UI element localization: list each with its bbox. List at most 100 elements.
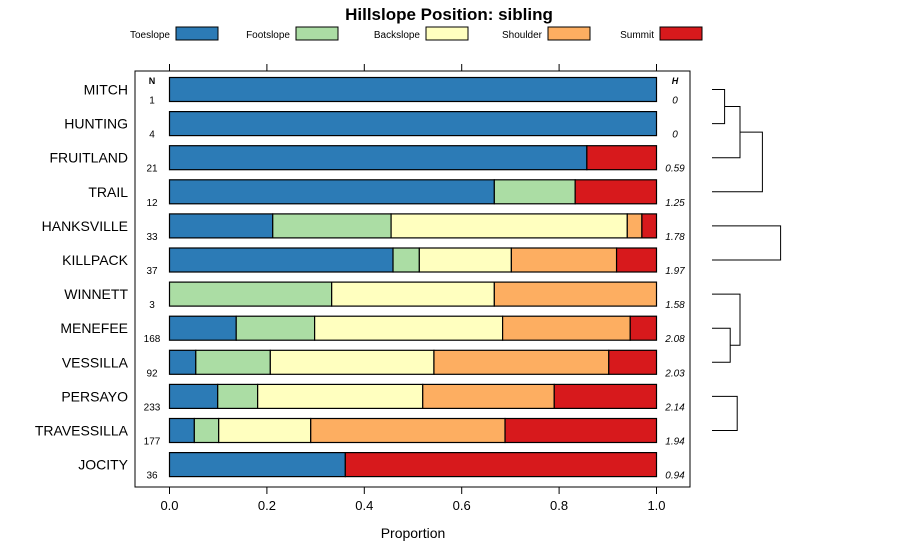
h-value-persayo: 2.14 xyxy=(664,402,685,413)
bar-segment-vessilla-shoulder xyxy=(433,349,610,375)
bar-segment-travessilla-shoulder xyxy=(310,417,506,444)
category-label-killpack: KILLPACK xyxy=(62,252,129,268)
bar-segment-winnett-shoulder xyxy=(493,281,658,307)
n-value-hunting: 4 xyxy=(149,130,155,141)
h-value-hanksville: 1.78 xyxy=(665,232,685,243)
x-tick-label: 0.2 xyxy=(258,498,276,513)
category-label-winnett: WINNETT xyxy=(64,286,128,302)
bar-rows: MITCH 1 0 HUNTING 4 0 FRUITLAND 21 0.59 TRAIL 12 1.… xyxy=(35,76,685,482)
bar-segment-hanksville-shoulder xyxy=(626,213,643,239)
category-label-mitch: MITCH xyxy=(84,82,128,98)
category-label-trail: TRAIL xyxy=(88,184,128,200)
bar-segment-vessilla-footslope xyxy=(195,349,271,375)
bar-segment-killpack-summit xyxy=(615,247,658,273)
n-value-hanksville: 33 xyxy=(146,232,158,243)
n-column-header: N xyxy=(149,76,156,86)
h-value-winnett: 1.58 xyxy=(665,300,685,311)
h-value-mitch: 0 xyxy=(672,96,678,107)
bar-segment-killpack-toeslope xyxy=(168,247,394,273)
category-label-travessilla: TRAVESSILLA xyxy=(35,423,129,439)
bar-segment-winnett-backslope xyxy=(331,281,495,307)
bar-segment-menefee-backslope xyxy=(314,315,504,341)
legend-label-shoulder: Shoulder xyxy=(502,30,543,41)
h-value-hunting: 0 xyxy=(672,130,678,141)
legend-label-toeslope: Toeslope xyxy=(130,30,170,41)
bar-segment-hunting-toeslope xyxy=(168,110,658,137)
n-value-jocity: 36 xyxy=(146,471,158,482)
category-label-jocity: JOCITY xyxy=(78,457,128,473)
legend-swatch-shoulder xyxy=(547,26,591,41)
bar-segment-winnett-footslope xyxy=(168,281,333,307)
h-value-jocity: 0.94 xyxy=(665,471,685,482)
h-value-killpack: 1.97 xyxy=(665,266,685,277)
category-label-vessilla: VESSILLA xyxy=(62,354,129,370)
n-value-fruitland: 21 xyxy=(146,164,158,175)
bar-segment-hanksville-footslope xyxy=(272,213,392,239)
x-tick-label: 0.6 xyxy=(453,498,471,513)
dendrogram-link-3 xyxy=(712,327,731,363)
bar-segment-hanksville-toeslope xyxy=(168,213,274,239)
bar-segment-travessilla-summit xyxy=(504,417,658,444)
bar-segment-hanksville-summit xyxy=(641,213,658,239)
bar-segment-jocity-toeslope xyxy=(168,452,346,478)
n-value-persayo: 233 xyxy=(144,402,161,413)
bar-segment-menefee-toeslope xyxy=(168,315,237,341)
bar-segment-killpack-footslope xyxy=(392,247,420,273)
bar-segment-hanksville-backslope xyxy=(390,213,628,239)
bar-segment-vessilla-backslope xyxy=(269,349,435,375)
category-label-menefee: MENEFEE xyxy=(60,320,128,336)
h-column-header: H xyxy=(672,76,679,86)
n-value-travessilla: 177 xyxy=(144,437,161,448)
category-label-fruitland: FRUITLAND xyxy=(49,150,128,166)
bar-segment-jocity-summit xyxy=(344,452,658,478)
h-value-vessilla: 2.03 xyxy=(664,368,685,379)
bar-segment-travessilla-footslope xyxy=(193,417,220,444)
category-label-persayo: PERSAYO xyxy=(61,388,128,404)
chart-title: Hillslope Position: sibling xyxy=(345,5,553,24)
n-value-mitch: 1 xyxy=(149,96,155,107)
bar-segment-killpack-backslope xyxy=(418,247,512,273)
x-tick-label: 0.4 xyxy=(355,498,373,513)
bar-segment-vessilla-toeslope xyxy=(168,349,197,375)
x-tick-label: 1.0 xyxy=(647,498,665,513)
bar-segment-mitch-toeslope xyxy=(168,76,658,103)
n-value-killpack: 37 xyxy=(146,266,158,277)
n-value-trail: 12 xyxy=(146,198,158,209)
bar-segment-trail-summit xyxy=(574,179,658,205)
bar-segment-trail-toeslope xyxy=(168,179,495,205)
n-value-vessilla: 92 xyxy=(146,368,158,379)
legend-label-summit: Summit xyxy=(620,30,654,41)
legend: Toeslope Footslope Backslope Shoulder Summit xyxy=(130,26,703,41)
bar-segment-persayo-toeslope xyxy=(168,383,219,409)
category-label-hanksville: HANKSVILLE xyxy=(42,218,128,234)
bar-segment-fruitland-summit xyxy=(586,145,658,171)
dendrogram-link-4 xyxy=(712,293,741,346)
dendrogram-link-5 xyxy=(712,395,738,431)
dendrogram-link-1 xyxy=(712,106,741,159)
dendrogram xyxy=(712,89,782,431)
bar-segment-killpack-shoulder xyxy=(510,247,618,273)
h-value-trail: 1.25 xyxy=(665,198,685,209)
legend-label-backslope: Backslope xyxy=(374,30,421,41)
legend-swatch-summit xyxy=(659,26,703,41)
n-value-menefee: 168 xyxy=(144,334,161,345)
bar-segment-menefee-shoulder xyxy=(502,315,631,341)
bar-segment-travessilla-backslope xyxy=(218,417,312,444)
bar-segment-persayo-summit xyxy=(553,383,658,409)
dendrogram-link-7 xyxy=(712,225,782,261)
bar-segment-trail-footslope xyxy=(493,179,576,205)
x-axis-title: Proportion xyxy=(381,525,446,541)
n-value-winnett: 3 xyxy=(149,300,155,311)
legend-label-footslope: Footslope xyxy=(246,30,290,41)
category-label-hunting: HUNTING xyxy=(64,116,128,132)
h-value-menefee: 2.08 xyxy=(664,334,685,345)
dendrogram-link-0 xyxy=(712,89,726,125)
h-value-travessilla: 1.94 xyxy=(665,437,685,448)
bar-segment-fruitland-toeslope xyxy=(168,145,588,171)
plot-panel xyxy=(134,70,691,488)
legend-swatch-footslope xyxy=(295,26,339,41)
bar-segment-menefee-summit xyxy=(629,315,658,341)
bar-segment-persayo-shoulder xyxy=(422,383,555,409)
x-axis: 0.0 0.2 0.4 0.6 0.8 1.0 xyxy=(160,64,666,513)
